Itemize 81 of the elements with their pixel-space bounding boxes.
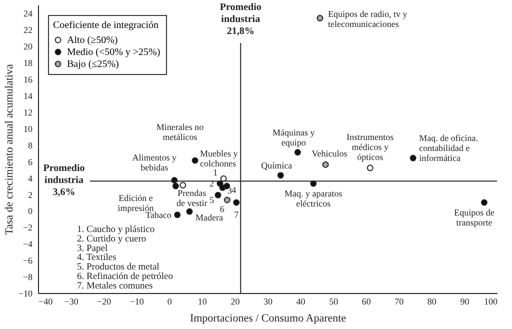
y-tick-label: −4 (22, 239, 33, 250)
annotation: 4. Textiles (77, 253, 117, 264)
y-tick-label: 12 (24, 107, 32, 118)
annotation: 3. Papel (77, 244, 108, 254)
legend-label: Bajo (≤25%) (67, 59, 119, 70)
point (224, 196, 230, 204)
x-tick-label: −30 (64, 296, 79, 306)
x-tick-label: 40 (296, 296, 306, 306)
annotation: Minerales no metálicos (156, 122, 204, 142)
annotation: Química (261, 160, 292, 170)
y-tick-label: 6 (28, 156, 33, 167)
x-tick-label: 90 (460, 296, 470, 306)
x-tick-label: 100 (484, 296, 498, 306)
annotation: Muebles y colchones (200, 148, 238, 169)
y-tick-label: 2 (28, 190, 32, 200)
y-tick-label: 24 (24, 8, 33, 19)
y-tick-label: 16 (24, 74, 33, 85)
y-axis-title: Tasa de crecimiento anual acumulativa (3, 64, 16, 235)
point (214, 192, 222, 198)
legend-title: Coeficiente de integración (53, 20, 159, 31)
point (410, 154, 416, 162)
y-tick-label: 18 (24, 58, 33, 68)
y-tick-label: 4 (28, 173, 33, 184)
annotation: 1. Caucho y plástico (77, 225, 155, 235)
ref-line-label: Promedio industria 21,8% (220, 2, 262, 37)
point (233, 199, 240, 206)
point (322, 161, 329, 168)
y-tick-label: 20 (24, 42, 33, 52)
annotation: 7 (234, 209, 240, 220)
y-tick-label: −2 (22, 222, 32, 233)
point (180, 182, 186, 188)
annotation: 5 (209, 195, 214, 206)
annotation: Vehiculos (312, 148, 348, 159)
y-tick-label: −10 (18, 288, 33, 298)
annotation: Maq. y aparatos eléctricos (284, 188, 343, 209)
y-tick-label: 8 (28, 140, 33, 150)
x-tick-label: 10 (198, 296, 208, 306)
x-axis-title: Importaciones / Consumo Aparente (190, 312, 346, 324)
annotation: Prendas de vestir (176, 188, 208, 208)
annotation: Instrumentos médicos y ópticos (346, 132, 394, 162)
x-tick-label: 50 (329, 296, 339, 306)
point (294, 149, 301, 156)
annotation: Equipos de radio, tv y telecomunicaciones (328, 9, 408, 30)
x-tick-label: −10 (130, 296, 144, 306)
y-tick-label: 14 (24, 91, 33, 102)
point (480, 199, 488, 206)
annotation: 6 (220, 204, 225, 214)
x-tick-label: 0 (167, 296, 172, 306)
y-tick-label: −8 (22, 272, 33, 282)
y-tick-label: 0 (28, 206, 33, 216)
x-tick-label: −20 (97, 296, 112, 306)
annotation: Equipos de transporte (454, 207, 494, 228)
y-tick-label: 10 (24, 124, 33, 134)
annotation: Máquinas y equipo (272, 127, 316, 148)
legend-label: Medio (<50% y >25%) (67, 47, 160, 58)
point (316, 14, 324, 22)
x-tick-label: −40 (38, 296, 54, 306)
ref-line-label: Promedio industria 3,6% (43, 163, 85, 198)
annotation: 2. Curtido y cuero (77, 234, 146, 244)
point (277, 172, 284, 179)
annotation: 6. Refinación de petróleo (77, 272, 174, 282)
annotation: Alimentos y bebidas (132, 152, 178, 172)
x-tick-label: 20 (230, 296, 240, 306)
x-tick-label: 70 (394, 296, 404, 306)
annotation: Maq. de oficina. contabilidad e informática (419, 133, 478, 164)
legend-label: Alto (≥50%) (67, 35, 118, 46)
point (192, 157, 198, 164)
x-tick-label: 30 (264, 296, 273, 306)
x-tick-label: 80 (427, 296, 437, 306)
point (186, 208, 193, 215)
annotation: 4 (232, 185, 237, 196)
annotation: 7. Metales comunes (77, 281, 154, 292)
y-tick-label: 22 (24, 25, 32, 36)
point (366, 164, 374, 172)
point (174, 212, 181, 218)
y-tick-label: −6 (22, 256, 33, 266)
annotation: 5. Productos de metal (77, 262, 160, 273)
annotation: Madera (195, 212, 223, 223)
annotation: 1 (213, 168, 218, 178)
x-tick-label: 60 (362, 296, 372, 306)
point (172, 182, 179, 190)
